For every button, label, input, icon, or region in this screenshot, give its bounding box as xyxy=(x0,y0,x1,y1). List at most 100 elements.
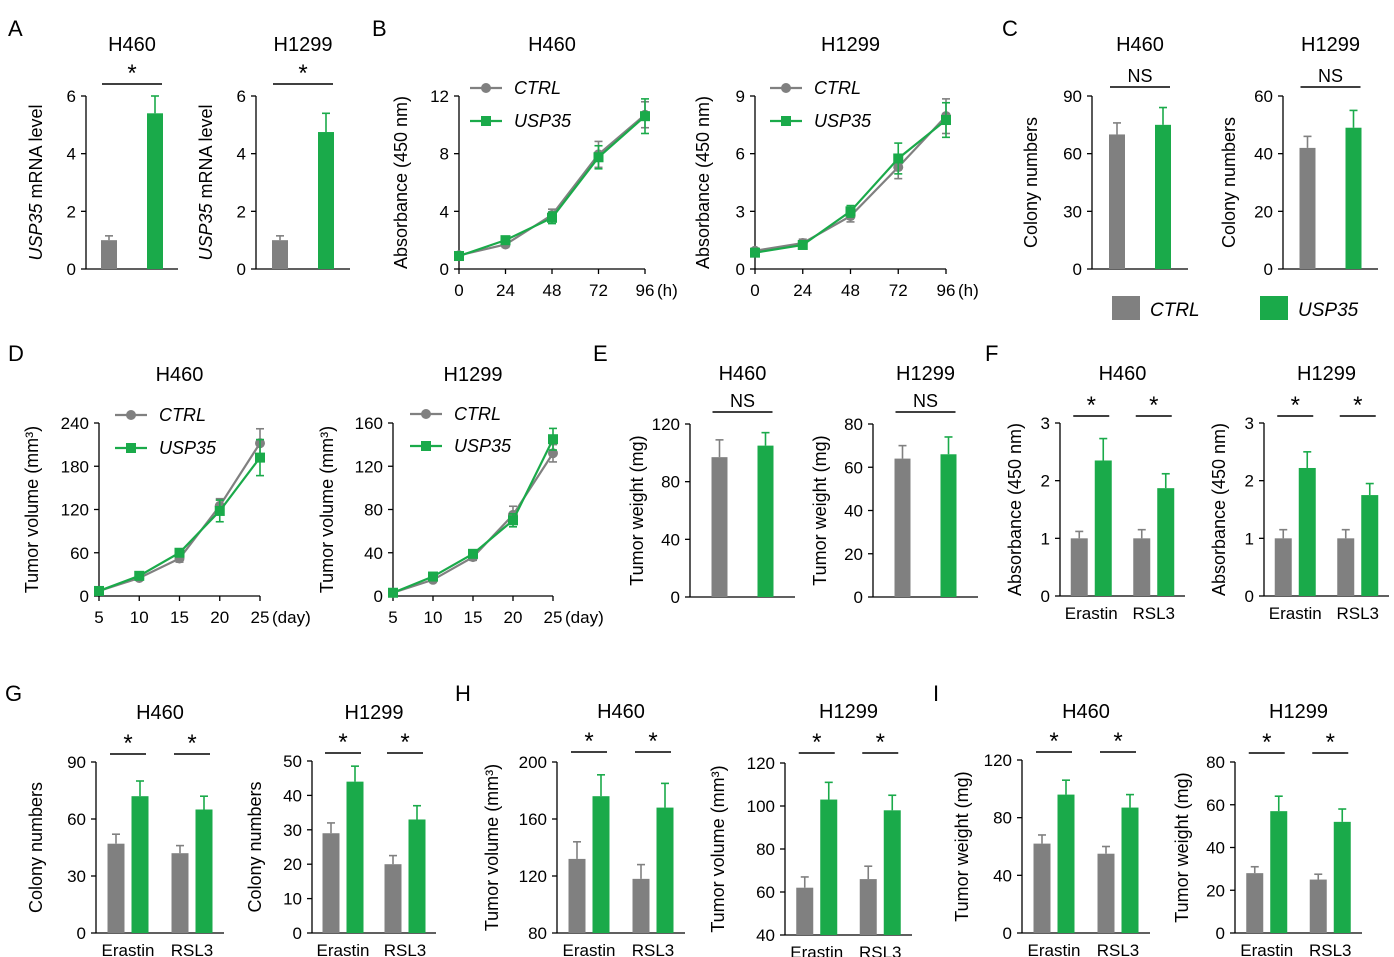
bar-usp35 xyxy=(318,132,334,269)
y-tick-label: 60 xyxy=(844,458,863,477)
y-tick-label: 4 xyxy=(440,202,449,221)
chart-title: H1299 xyxy=(821,34,880,56)
y-tick-label: 40 xyxy=(364,544,383,563)
bar-ctrl xyxy=(322,833,340,933)
chart-title: H1299 xyxy=(896,363,955,385)
bar-ctrl xyxy=(894,458,911,597)
y-tick-label: 60 xyxy=(67,810,86,829)
x-tick-label: 24 xyxy=(496,281,515,300)
y-axis-label: Tumor weight (mg) xyxy=(627,435,647,585)
bar-usp35 xyxy=(1361,495,1379,596)
x-tick-label: 0 xyxy=(750,281,759,300)
y-tick-label: 0 xyxy=(237,260,246,279)
y-axis-label: Colony numbers xyxy=(26,782,46,913)
significance-label: * xyxy=(812,729,821,756)
chart-title: H460 xyxy=(156,364,204,386)
chart-title: H1299 xyxy=(345,702,404,724)
y-tick-label: 40 xyxy=(844,502,863,521)
bar-ctrl xyxy=(1033,843,1051,933)
significance-label: NS xyxy=(1318,66,1343,86)
panel-I1: I H460 0 40 80 120 Tumor weight (mg) Erastin RSL… xyxy=(933,681,1150,957)
panel-A1: A H460 0 2 4 6 USP35 mRNA level * xyxy=(8,16,178,279)
y-tick-label: 10 xyxy=(283,890,302,909)
chart-title: H460 xyxy=(1116,34,1164,56)
bar-ctrl xyxy=(1097,853,1115,933)
significance-label: * xyxy=(400,729,409,756)
y-tick-label: 0 xyxy=(1041,587,1050,606)
significance-label: * xyxy=(1113,728,1122,755)
point-usp35 xyxy=(893,153,904,164)
legend-marker-ctrl xyxy=(781,83,791,93)
y-tick-label: 0 xyxy=(671,588,680,607)
panel-A2: H1299 0 2 4 6 USP35 mRNA level * xyxy=(196,34,350,279)
y-tick-label: 120 xyxy=(652,415,680,434)
y-tick-label: 80 xyxy=(993,809,1012,828)
y-tick-label: 80 xyxy=(844,415,863,434)
panel-F1: F H460 0 1 2 3 Absorbance (450 nm) Erastin RSL3 *… xyxy=(985,341,1185,623)
point-usp35 xyxy=(508,515,518,526)
point-usp35 xyxy=(255,452,265,463)
legend-label-usp35: USP35 xyxy=(159,438,217,458)
significance-label: * xyxy=(1291,392,1300,419)
bar-usp35 xyxy=(346,781,364,933)
panel-label-C: C xyxy=(1002,16,1018,41)
legend-label-ctrl: CTRL xyxy=(159,405,206,425)
significance-label: NS xyxy=(1127,66,1152,86)
chart-title: H460 xyxy=(108,34,156,56)
y-tick-label: 8 xyxy=(440,145,449,164)
significance-label: * xyxy=(187,730,196,757)
chart-title: H1299 xyxy=(1269,701,1328,723)
bar-usp35 xyxy=(408,819,426,933)
point-usp35 xyxy=(797,239,808,250)
y-tick-label: 120 xyxy=(519,867,547,886)
x-category-label: Erastin xyxy=(1269,604,1322,623)
panel-E1: E H460 0 40 80 120 Tumor weight (mg) NS xyxy=(593,341,795,607)
y-tick-label: 2 xyxy=(1041,472,1050,491)
y-tick-label: 0 xyxy=(77,924,86,943)
significance-label: * xyxy=(876,729,885,756)
y-tick-label: 80 xyxy=(1206,753,1225,772)
y-tick-label: 30 xyxy=(67,867,86,886)
legend-label-usp35: USP35 xyxy=(454,436,512,456)
point-usp35 xyxy=(454,251,464,262)
y-tick-label: 0 xyxy=(1264,260,1273,279)
x-category-label: Erastin xyxy=(1240,941,1293,957)
panel-label-I: I xyxy=(933,681,939,706)
series-line-ctrl xyxy=(458,113,646,257)
point-usp35 xyxy=(134,570,145,581)
y-tick-label: 3 xyxy=(736,202,745,221)
x-category-label: Erastin xyxy=(563,941,616,957)
x-unit-label: (day) xyxy=(272,608,311,627)
x-category-label: Erastin xyxy=(790,943,843,957)
series-line-ctrl xyxy=(754,115,947,252)
legend-marker-usp35 xyxy=(421,441,431,451)
y-axis-label: Tumor volume (mm³) xyxy=(317,426,337,593)
x-tick-label: 10 xyxy=(130,608,149,627)
panel-H2: H1299 40 60 80 100 120 Tumor volume (mm³) Erast… xyxy=(708,701,912,957)
chart-title: H460 xyxy=(1062,701,1110,723)
x-category-label: RSL3 xyxy=(384,941,427,957)
point-usp35 xyxy=(941,115,951,126)
legend-marker-usp35 xyxy=(481,116,491,126)
x-tick-label: 72 xyxy=(589,281,608,300)
panel-G1: G H460 0 30 60 90 Colony numbers Erastin RSL3 * * xyxy=(5,681,224,957)
chart-title: H1299 xyxy=(1301,34,1360,56)
point-usp35 xyxy=(468,548,478,559)
y-tick-label: 9 xyxy=(736,87,745,106)
y-tick-label: 90 xyxy=(1063,87,1082,106)
significance-label: * xyxy=(338,729,347,756)
x-category-label: RSL3 xyxy=(1132,604,1175,623)
legend-label-ctrl: CTRL xyxy=(814,78,861,98)
significance-label: * xyxy=(648,728,657,755)
bar-ctrl xyxy=(1309,879,1327,933)
point-usp35 xyxy=(593,152,604,163)
x-tick-label: 25 xyxy=(544,608,563,627)
y-tick-label: 0 xyxy=(1003,924,1012,943)
y-axis-label: Tumor weight (mg) xyxy=(952,771,972,921)
bar-usp35 xyxy=(883,810,901,935)
y-axis-label: Absorbance (450 nm) xyxy=(1005,423,1025,596)
y-tick-label: 3 xyxy=(1245,414,1254,433)
bar-ctrl xyxy=(101,240,117,269)
y-tick-label: 40 xyxy=(993,866,1012,885)
significance-label: * xyxy=(123,730,132,757)
